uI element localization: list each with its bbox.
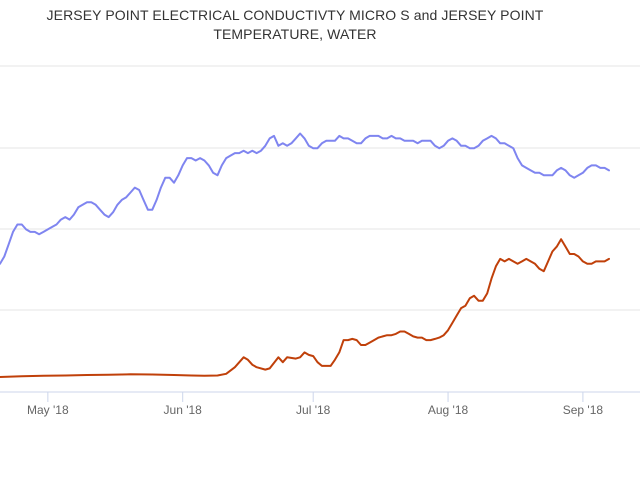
chart-title-line-2: TEMPERATURE, WATER: [213, 26, 377, 42]
grid-lines: [0, 65, 640, 311]
chart-title: JERSEY POINT ELECTRICAL CONDUCTIVTY MICR…: [0, 6, 590, 44]
series-line-2: [0, 238, 610, 378]
x-axis-ticks: May '18 Jun '18 Jul '18 Aug '18 Sep '18: [27, 392, 603, 417]
x-tick-label-4: Aug '18: [428, 403, 469, 417]
x-tick-label-3: Jul '18: [296, 403, 331, 417]
chart-title-line-1: JERSEY POINT ELECTRICAL CONDUCTIVTY MICR…: [46, 7, 544, 23]
series-layer: [0, 132, 610, 378]
x-tick-label-1: May '18: [27, 403, 69, 417]
x-tick-label-5: Sep '18: [563, 403, 604, 417]
series-line-1: [0, 132, 610, 265]
x-tick-label-2: Jun '18: [164, 403, 203, 417]
